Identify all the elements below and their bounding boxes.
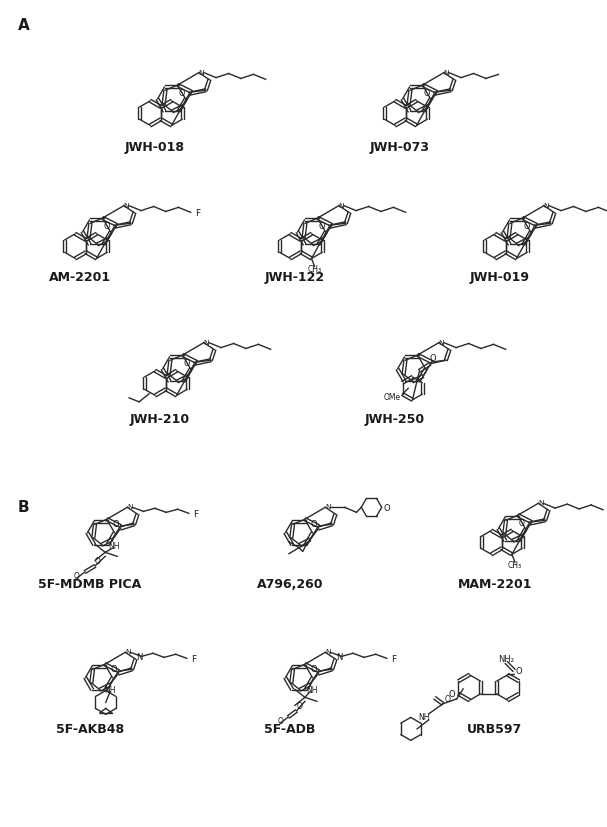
Text: N: N [444, 69, 449, 75]
Text: O: O [519, 519, 525, 528]
Text: O: O [424, 89, 430, 98]
Text: O: O [449, 690, 455, 699]
Text: A796,260: A796,260 [257, 578, 324, 590]
Text: O: O [277, 716, 283, 725]
Text: O: O [184, 359, 191, 368]
Text: O: O [112, 519, 119, 528]
Text: O: O [310, 519, 317, 528]
Text: JWH-210: JWH-210 [130, 413, 190, 426]
Text: N: N [336, 652, 343, 661]
Text: O: O [516, 666, 523, 675]
Text: NH₂: NH₂ [498, 654, 514, 663]
Text: O: O [110, 664, 117, 673]
Text: F: F [191, 654, 197, 663]
Text: NH: NH [108, 542, 120, 550]
Text: B: B [18, 500, 30, 514]
Text: NH: NH [307, 686, 317, 695]
Text: O: O [104, 222, 110, 231]
Text: JWH-073: JWH-073 [370, 141, 430, 155]
Text: N: N [339, 203, 344, 208]
Text: NH: NH [104, 686, 116, 695]
Text: CH₃: CH₃ [508, 560, 522, 569]
Text: N: N [325, 648, 331, 655]
Text: N: N [124, 203, 129, 208]
Text: O: O [95, 557, 101, 566]
Text: N: N [127, 504, 132, 509]
Text: O: O [74, 571, 80, 581]
Text: CH₃: CH₃ [308, 265, 322, 274]
Text: MAM-2201: MAM-2201 [458, 578, 532, 590]
Text: N: N [544, 203, 549, 208]
Text: N: N [439, 339, 444, 346]
Text: O: O [179, 89, 185, 98]
Text: N: N [125, 648, 131, 655]
Text: O: O [296, 701, 302, 710]
Text: 5F-ADB: 5F-ADB [264, 723, 316, 735]
Text: JWH-018: JWH-018 [125, 141, 185, 155]
Text: JWH-019: JWH-019 [470, 271, 530, 284]
Text: N: N [204, 339, 209, 346]
Text: O: O [384, 503, 390, 512]
Text: AM-2201: AM-2201 [49, 271, 111, 284]
Text: OMe: OMe [384, 392, 401, 401]
Text: O: O [524, 222, 531, 231]
Text: F: F [193, 509, 198, 519]
Text: N: N [325, 504, 331, 509]
Text: N: N [198, 69, 204, 75]
Text: O: O [319, 222, 325, 231]
Text: 5F-AKB48: 5F-AKB48 [56, 723, 124, 735]
Text: N: N [137, 652, 143, 661]
Text: 5F-MDMB PICA: 5F-MDMB PICA [38, 578, 141, 590]
Text: O: O [430, 354, 436, 363]
Text: F: F [195, 208, 200, 218]
Text: URB597: URB597 [467, 723, 523, 735]
Text: F: F [392, 654, 396, 663]
Text: O: O [445, 695, 450, 704]
Text: JWH-122: JWH-122 [265, 271, 325, 284]
Text: JWH-250: JWH-250 [365, 413, 425, 426]
Text: N: N [538, 500, 543, 506]
Text: A: A [18, 18, 30, 33]
Text: O: O [310, 664, 317, 673]
Text: NH: NH [418, 713, 430, 721]
